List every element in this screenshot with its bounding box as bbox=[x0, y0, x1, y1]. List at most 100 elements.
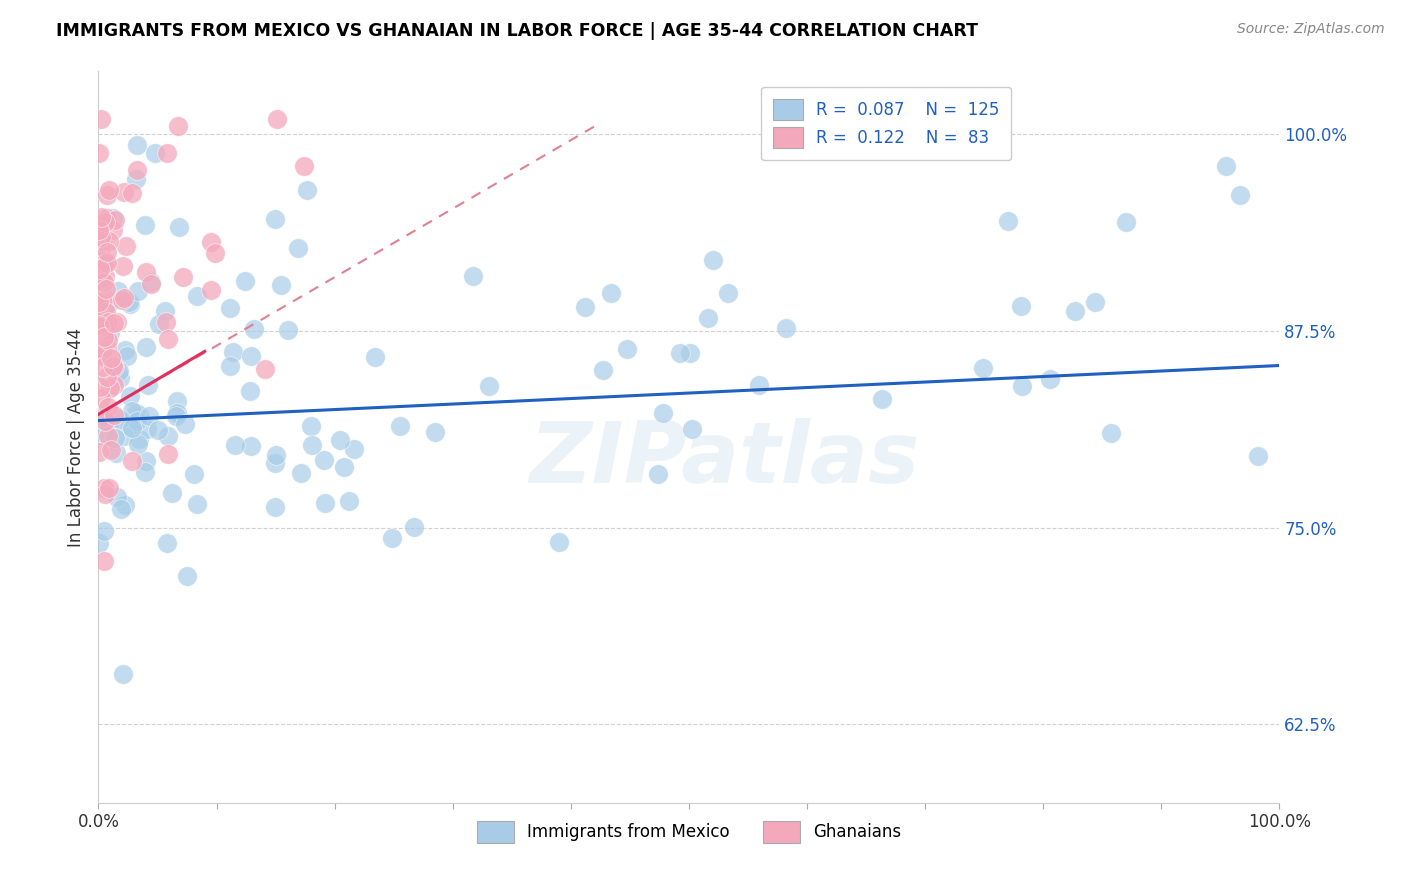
Point bbox=[101, 211, 124, 226]
Point bbox=[156, 446, 179, 460]
Point bbox=[96, 256, 118, 270]
Point bbox=[240, 439, 263, 453]
Point bbox=[93, 481, 115, 495]
Point bbox=[242, 322, 264, 336]
Point bbox=[1011, 379, 1033, 393]
Point bbox=[141, 277, 163, 292]
Point bbox=[90, 234, 112, 248]
Point bbox=[89, 261, 111, 276]
Point bbox=[87, 294, 110, 309]
Point bbox=[155, 315, 177, 329]
Point bbox=[263, 212, 285, 227]
Point bbox=[143, 145, 166, 160]
Y-axis label: In Labor Force | Age 35-44: In Labor Force | Age 35-44 bbox=[66, 327, 84, 547]
Point bbox=[402, 520, 425, 534]
Point bbox=[461, 268, 484, 283]
Point bbox=[89, 225, 111, 239]
Point bbox=[103, 409, 125, 423]
Point bbox=[100, 442, 122, 457]
Point bbox=[107, 366, 129, 380]
Point bbox=[87, 145, 110, 160]
Point bbox=[343, 442, 366, 456]
Point bbox=[301, 438, 323, 452]
Point bbox=[1215, 159, 1237, 173]
Point bbox=[423, 425, 446, 439]
Point bbox=[204, 245, 226, 260]
Point bbox=[599, 285, 621, 300]
Point bbox=[96, 211, 118, 225]
Point bbox=[97, 400, 120, 414]
Point bbox=[121, 404, 143, 418]
Point bbox=[112, 428, 135, 442]
Point bbox=[219, 301, 242, 316]
Point bbox=[176, 568, 198, 582]
Point bbox=[94, 255, 117, 269]
Point bbox=[112, 666, 135, 681]
Point bbox=[1229, 188, 1251, 202]
Point bbox=[156, 146, 179, 161]
Point bbox=[200, 235, 222, 249]
Point bbox=[90, 230, 112, 244]
Point bbox=[104, 431, 127, 445]
Point bbox=[169, 220, 191, 235]
Point bbox=[1010, 299, 1032, 313]
Point bbox=[118, 294, 141, 309]
Point bbox=[91, 343, 114, 358]
Point bbox=[156, 332, 179, 346]
Point bbox=[91, 294, 114, 309]
Point bbox=[91, 250, 114, 264]
Point bbox=[125, 415, 148, 429]
Point bbox=[105, 490, 128, 504]
Point bbox=[97, 417, 120, 432]
Text: ZIPatlas: ZIPatlas bbox=[529, 417, 920, 500]
Point bbox=[89, 222, 111, 236]
Point bbox=[89, 380, 111, 394]
Point bbox=[103, 377, 125, 392]
Point bbox=[93, 257, 115, 271]
Point bbox=[679, 346, 702, 360]
Point bbox=[153, 304, 176, 318]
Point bbox=[681, 422, 703, 436]
Point bbox=[96, 187, 118, 202]
Point bbox=[89, 320, 111, 334]
Point bbox=[141, 275, 163, 289]
Point bbox=[93, 429, 115, 443]
Point bbox=[312, 453, 335, 467]
Point bbox=[997, 214, 1019, 228]
Point bbox=[165, 409, 187, 423]
Point bbox=[1039, 372, 1062, 386]
Point bbox=[478, 378, 501, 392]
Point bbox=[111, 293, 134, 308]
Point bbox=[94, 411, 117, 425]
Point bbox=[110, 502, 132, 516]
Point bbox=[87, 444, 110, 458]
Point bbox=[100, 351, 122, 365]
Text: IMMIGRANTS FROM MEXICO VS GHANAIAN IN LABOR FORCE | AGE 35-44 CORRELATION CHART: IMMIGRANTS FROM MEXICO VS GHANAIAN IN LA… bbox=[56, 22, 979, 40]
Point bbox=[100, 381, 122, 395]
Point bbox=[93, 268, 115, 283]
Point bbox=[87, 536, 110, 550]
Point bbox=[121, 421, 143, 435]
Point bbox=[264, 448, 287, 462]
Point bbox=[299, 418, 322, 433]
Point bbox=[90, 112, 112, 126]
Point bbox=[112, 186, 135, 200]
Point bbox=[329, 433, 352, 447]
Point bbox=[114, 498, 136, 512]
Point bbox=[128, 408, 150, 422]
Point bbox=[103, 316, 125, 330]
Point bbox=[103, 359, 125, 374]
Point bbox=[93, 349, 115, 363]
Point bbox=[89, 258, 111, 272]
Point bbox=[97, 315, 120, 329]
Point bbox=[96, 341, 118, 355]
Point bbox=[270, 277, 292, 292]
Point bbox=[94, 292, 117, 306]
Point bbox=[110, 370, 132, 384]
Point bbox=[89, 322, 111, 336]
Point bbox=[219, 359, 242, 373]
Point bbox=[97, 183, 120, 197]
Point bbox=[93, 554, 115, 568]
Point bbox=[548, 535, 571, 549]
Point bbox=[96, 370, 118, 384]
